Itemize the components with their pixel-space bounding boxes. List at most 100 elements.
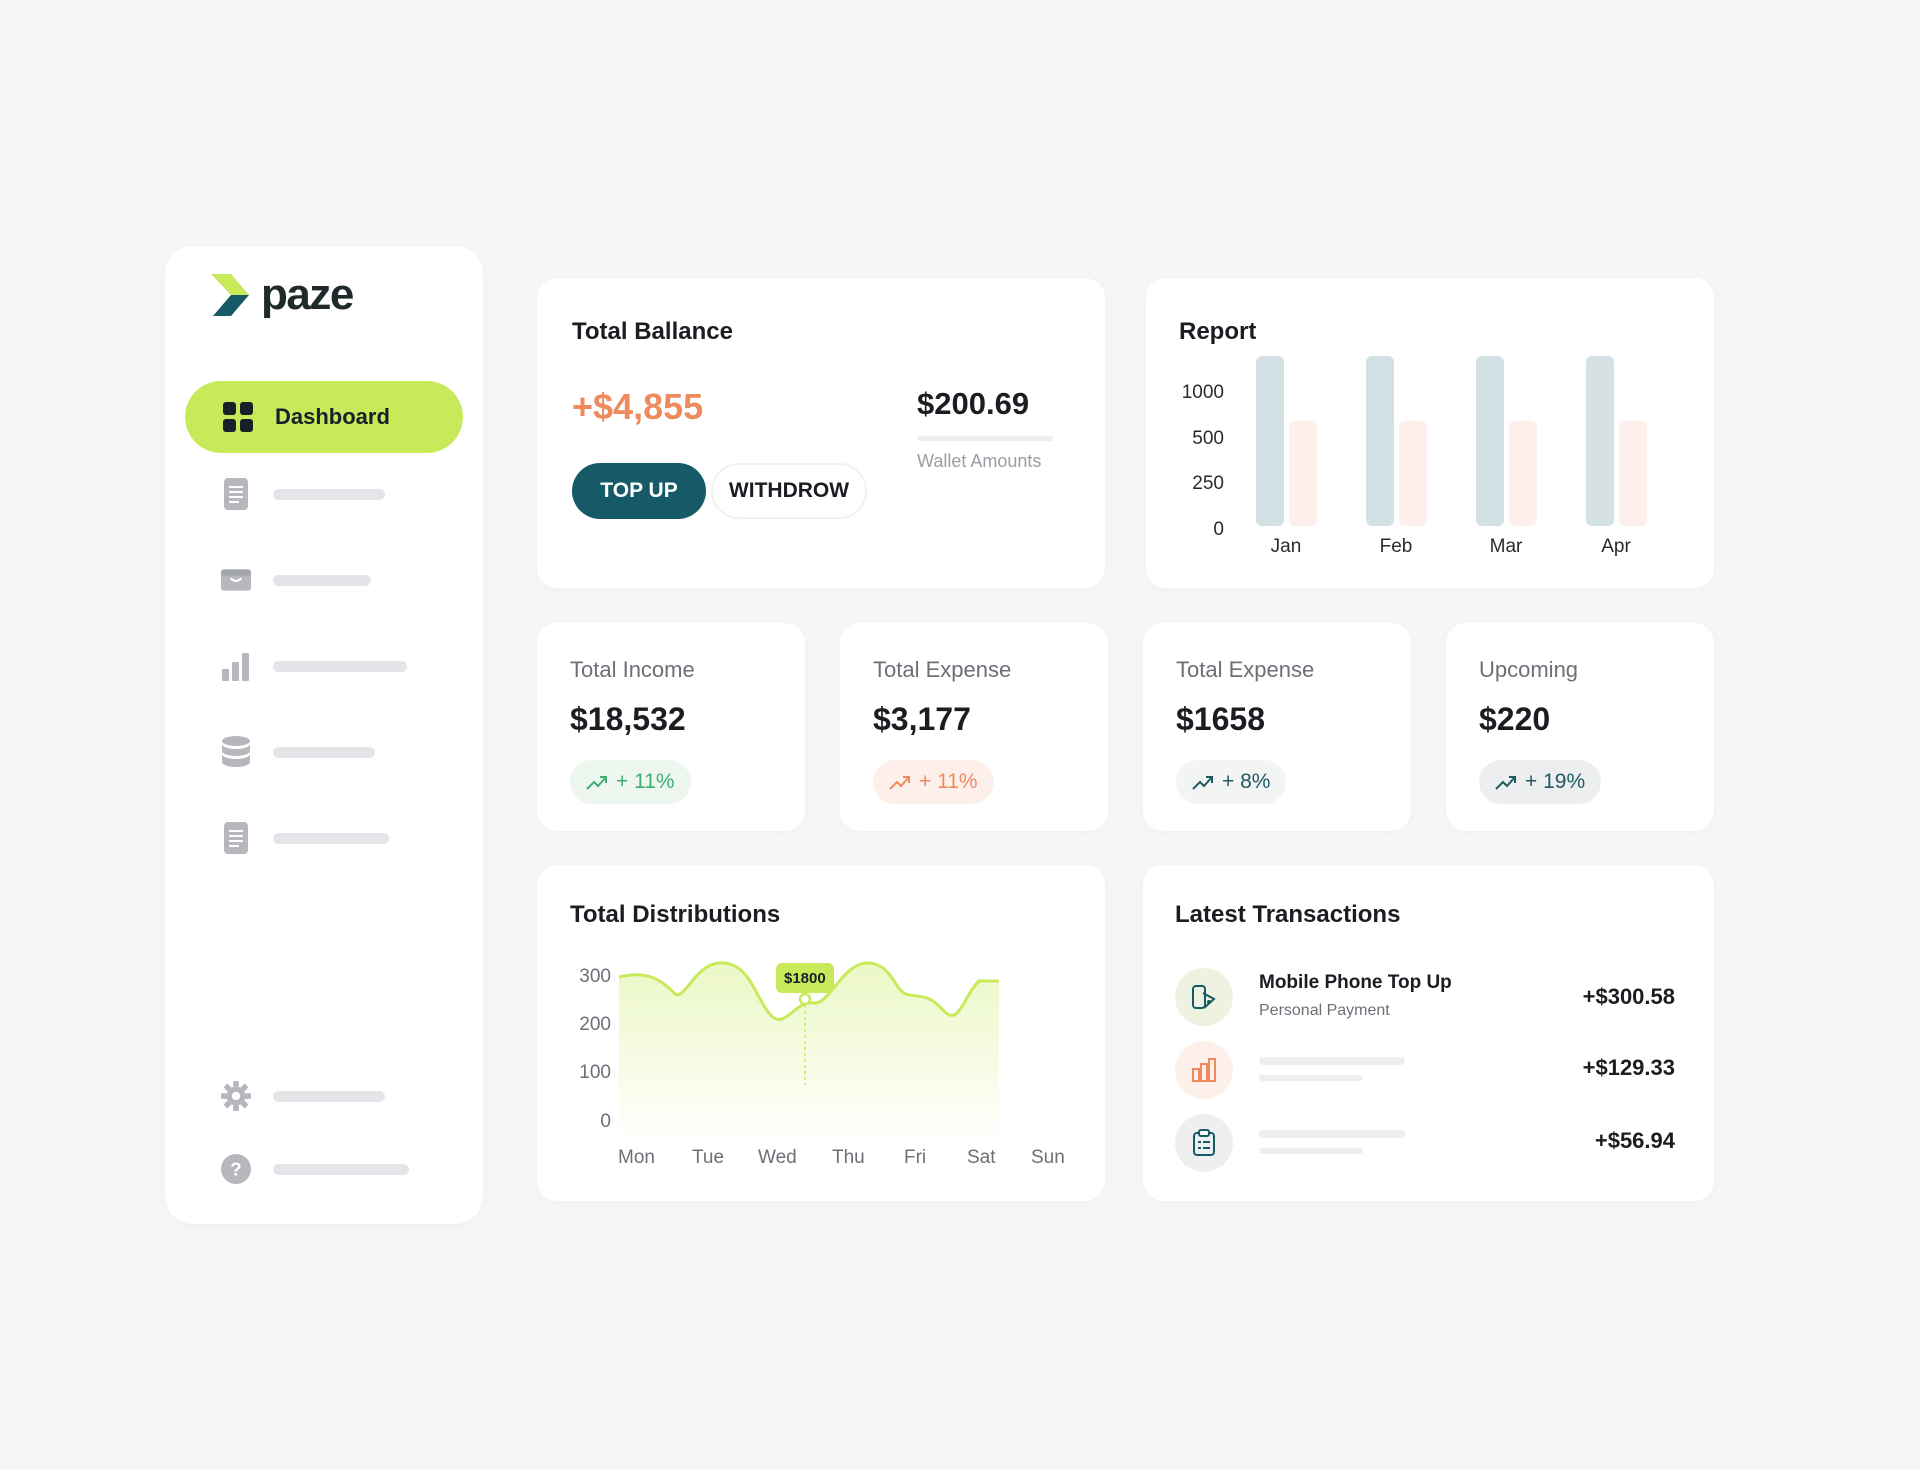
transaction-subtitle-placeholder <box>1259 1075 1363 1081</box>
sidebar-item-settings[interactable] <box>221 1080 385 1112</box>
stat-change-badge: + 19% <box>1479 760 1602 804</box>
sidebar-item-reports[interactable] <box>221 650 407 682</box>
transaction-row[interactable]: +$56.94 <box>1175 1114 1675 1174</box>
logo-mark-icon <box>211 274 249 316</box>
y-tick-label: 100 <box>579 1062 611 1083</box>
sidebar-item-dashboard[interactable]: Dashboard <box>185 381 463 453</box>
balance-card: Total Ballance +$4,855 $200.69 Wallet Am… <box>537 278 1105 588</box>
y-tick-label: 300 <box>579 966 611 987</box>
database-icon <box>221 736 251 768</box>
wallet-value: $200.69 <box>917 386 1030 421</box>
report-card: Report 1000 500 250 0 Jan Feb Mar Apr <box>1146 278 1714 588</box>
y-tick-label: 1000 <box>1181 382 1224 403</box>
sidebar-item-files[interactable] <box>221 822 389 854</box>
transaction-title-placeholder <box>1259 1130 1405 1138</box>
transaction-amount: +$300.58 <box>1582 984 1675 1009</box>
sidebar-item-placeholder <box>273 660 407 672</box>
brand-name: paze <box>261 270 354 319</box>
sidebar-item-placeholder <box>273 832 389 844</box>
transactions-title: Latest Transactions <box>1175 901 1401 928</box>
sidebar-item-documents[interactable] <box>221 478 385 510</box>
transaction-title: Mobile Phone Top Up <box>1259 972 1452 993</box>
transaction-title-placeholder <box>1259 1057 1405 1065</box>
stat-label: Total Expense <box>873 657 1012 682</box>
x-tick-label: Sun <box>1031 1147 1065 1168</box>
document-icon <box>221 822 251 854</box>
tooltip-value: $1800 <box>784 969 826 987</box>
report-bar[interactable] <box>1256 356 1284 526</box>
y-tick-label: 0 <box>1213 519 1224 540</box>
transaction-row[interactable]: +$129.33 <box>1175 1041 1675 1101</box>
sidebar-item-placeholder <box>273 488 385 500</box>
stat-label: Total Expense <box>1176 657 1315 682</box>
transactions-card: Latest Transactions Mobile Phone Top Up … <box>1143 865 1714 1201</box>
stat-card-income: Total Income $18,532 + 11% <box>537 623 805 831</box>
x-tick-label: Mar <box>1490 536 1523 557</box>
report-bar[interactable] <box>1586 356 1614 526</box>
x-tick-label: Fri <box>904 1147 927 1168</box>
x-tick-label: Sat <box>967 1147 996 1168</box>
stat-card-expense-2: Total Expense $1658 + 8% <box>1143 623 1411 831</box>
brand-logo[interactable]: paze <box>211 270 354 320</box>
stat-value: $1658 <box>1176 701 1265 737</box>
sidebar-item-placeholder <box>273 746 375 758</box>
distributions-card: Total Distributions 300 200 100 0 $1800 … <box>537 865 1105 1201</box>
wallet-progress <box>917 436 1053 441</box>
y-tick-label: 200 <box>579 1014 611 1035</box>
sidebar-item-label: Dashboard <box>275 404 390 429</box>
top-up-button[interactable]: TOP UP <box>572 463 706 519</box>
stat-label: Total Income <box>570 657 695 682</box>
x-tick-label: Thu <box>832 1147 865 1168</box>
wallet-icon <box>221 564 251 596</box>
y-tick-label: 500 <box>1192 428 1224 449</box>
bar-chart-icon <box>1175 1041 1233 1099</box>
report-bar-chart: Jan Feb Mar Apr <box>1256 356 1647 557</box>
withdraw-button[interactable]: WITHDROW <box>711 463 867 519</box>
tooltip-point[interactable] <box>798 992 812 1006</box>
trend-up-icon <box>1192 776 1213 790</box>
balance-amount: +$4,855 <box>572 386 704 427</box>
sidebar-item-placeholder <box>273 1163 409 1175</box>
stat-change-value: + 11% <box>919 770 978 793</box>
sidebar-item-placeholder <box>273 1090 385 1102</box>
stat-change-value: + 11% <box>616 770 675 793</box>
x-tick-label: Mon <box>618 1147 655 1168</box>
sidebar-item-help[interactable]: ? <box>221 1153 409 1185</box>
area-line <box>619 961 999 1021</box>
tooltip-badge: $1800 <box>776 963 834 993</box>
phone-topup-icon <box>1175 968 1233 1026</box>
stat-label: Upcoming <box>1479 657 1579 682</box>
stat-change-badge: + 11% <box>570 760 691 804</box>
wallet-label: Wallet Amounts <box>917 451 1042 471</box>
sidebar-item-placeholder <box>273 574 371 586</box>
report-bar[interactable] <box>1619 420 1647 526</box>
sidebar-item-database[interactable] <box>221 736 375 768</box>
y-tick-label: 250 <box>1192 473 1224 494</box>
report-title: Report <box>1179 318 1257 345</box>
distribution-area-chart <box>619 961 999 1145</box>
transaction-row[interactable]: Mobile Phone Top Up Personal Payment +$3… <box>1175 968 1675 1028</box>
report-bar[interactable] <box>1289 420 1317 526</box>
document-icon <box>221 478 251 510</box>
y-tick-label: 0 <box>600 1111 611 1132</box>
report-bar[interactable] <box>1399 420 1427 526</box>
stat-card-expense: Total Expense $3,177 + 11% <box>840 623 1108 831</box>
stat-value: $18,532 <box>570 701 686 737</box>
bar-chart-icon <box>221 650 251 682</box>
stat-value: $3,177 <box>873 701 971 737</box>
dashboard-grid-icon <box>223 402 253 432</box>
sidebar: paze Dashboard <box>165 246 483 1224</box>
area-fill <box>619 962 999 1145</box>
x-tick-label: Wed <box>758 1147 797 1168</box>
balance-title: Total Ballance <box>572 318 733 345</box>
stat-value: $220 <box>1479 701 1551 737</box>
stat-card-upcoming: Upcoming $220 + 19% <box>1446 623 1714 831</box>
report-bar[interactable] <box>1509 420 1537 526</box>
stat-change-value: + 19% <box>1525 770 1586 793</box>
trend-up-icon <box>889 776 910 790</box>
x-tick-label: Tue <box>692 1147 725 1168</box>
report-bar[interactable] <box>1476 356 1504 526</box>
gear-icon <box>221 1080 251 1112</box>
report-bar[interactable] <box>1366 356 1394 526</box>
sidebar-item-wallet[interactable] <box>221 564 371 596</box>
